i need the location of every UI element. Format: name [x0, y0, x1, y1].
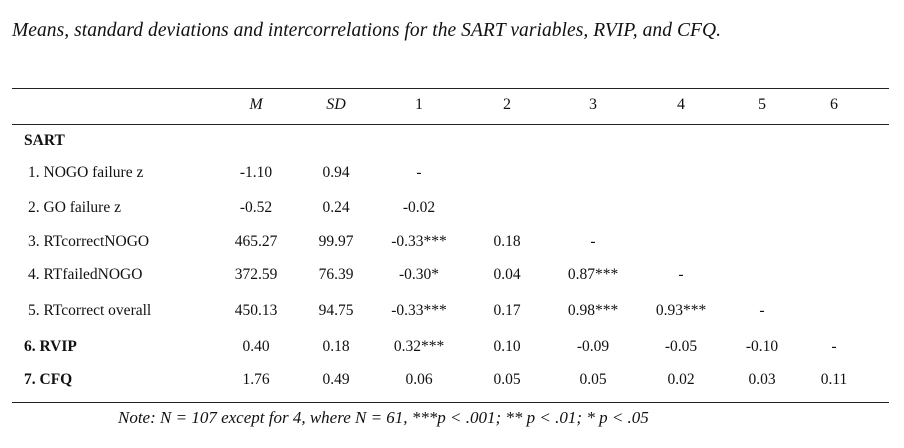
row-label: 6. RVIP: [24, 338, 77, 355]
row-label: 2. GO failure z: [28, 199, 121, 216]
table-cell: 0.17: [493, 302, 521, 319]
table-cell: 0.11: [820, 371, 848, 388]
col-header-2: 2: [503, 96, 511, 113]
table-cell: 0.03: [748, 371, 776, 388]
table-cell: -0.33***: [391, 233, 447, 250]
table-cell: -0.10: [745, 338, 779, 355]
table-cell: 0.32***: [393, 338, 445, 355]
table-cell: 0.49: [322, 371, 350, 388]
header-rule: [12, 124, 889, 125]
table-cell: -: [831, 338, 837, 355]
table-cell: -: [759, 302, 765, 319]
table-cell: -0.33***: [391, 302, 447, 319]
row-label: 5. RTcorrect overall: [28, 302, 152, 319]
table-note: Note: N = 107 except for 4, where N = 61…: [118, 408, 649, 427]
row-label: 7. CFQ: [24, 371, 73, 388]
table-cell: -: [678, 266, 684, 283]
table-cell: 0.24: [322, 199, 350, 216]
table-cell: -: [416, 164, 422, 181]
table-cell: -0.05: [664, 338, 698, 355]
col-header-sd: SD: [326, 96, 346, 113]
table-cell: 0.04: [493, 266, 521, 283]
col-header-5: 5: [758, 96, 766, 113]
table-cell: -0.30*: [398, 266, 440, 283]
col-header-6: 6: [830, 96, 838, 113]
table-cell: 94.75: [318, 302, 354, 319]
table-cell: 0.87***: [567, 266, 619, 283]
table-cell: -0.52: [239, 199, 273, 216]
row-label: 1. NOGO failure z: [28, 164, 144, 181]
table-cell: -: [590, 233, 596, 250]
bottom-rule: [12, 402, 889, 403]
table-cell: 0.98***: [567, 302, 619, 319]
table-cell: -0.09: [576, 338, 610, 355]
table-cell: -1.10: [239, 164, 273, 181]
table-cell: 0.18: [493, 233, 521, 250]
col-header-m: M: [249, 96, 263, 113]
table-caption: Means, standard deviations and intercorr…: [12, 20, 722, 41]
table-cell: 0.40: [242, 338, 270, 355]
top-rule: [12, 88, 889, 89]
col-header-1: 1: [415, 96, 423, 113]
table-cell: 0.10: [493, 338, 521, 355]
table-cell: 0.05: [579, 371, 607, 388]
table-cell: 0.94: [322, 164, 350, 181]
table-cell: 0.05: [493, 371, 521, 388]
table-cell: 372.59: [234, 266, 278, 283]
section-label-sart: SART: [24, 132, 65, 149]
table-cell: 0.18: [322, 338, 350, 355]
col-header-3: 3: [589, 96, 597, 113]
row-label: 4. RTfailedNOGO: [28, 266, 143, 283]
table-cell: 465.27: [234, 233, 278, 250]
row-label: 3. RTcorrectNOGO: [28, 233, 150, 250]
table-cell: 99.97: [318, 233, 354, 250]
col-header-4: 4: [677, 96, 685, 113]
table-cell: 0.93***: [655, 302, 707, 319]
table-cell: 1.76: [242, 371, 270, 388]
table-cell: 76.39: [318, 266, 354, 283]
table-cell: -0.02: [402, 199, 436, 216]
table-cell: 0.06: [405, 371, 433, 388]
table-cell: 0.02: [667, 371, 695, 388]
table-cell: 450.13: [234, 302, 278, 319]
